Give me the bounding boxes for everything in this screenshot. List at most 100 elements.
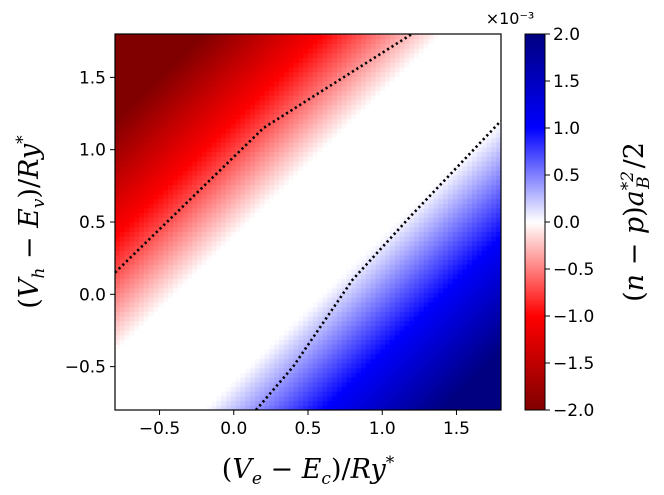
heatmap-cell (293, 367, 299, 373)
heatmap-cell (264, 85, 270, 91)
heatmap-cell (332, 175, 338, 181)
heatmap-cell (240, 330, 246, 336)
heatmap-cell (375, 254, 381, 261)
heatmap-cell (279, 254, 285, 261)
heatmap-cell (168, 391, 174, 397)
heatmap-cell (293, 95, 299, 101)
heatmap-cell (312, 259, 319, 265)
heatmap-cell (380, 240, 386, 247)
heatmap-cell (380, 217, 386, 223)
heatmap-cell (298, 372, 304, 378)
heatmap-cell (356, 287, 362, 294)
heatmap-cell (341, 395, 348, 402)
heatmap-cell (264, 38, 270, 44)
heatmap-cell (129, 278, 135, 284)
heatmap-cell (394, 273, 401, 279)
heatmap-cell (404, 386, 410, 392)
heatmap-cell (221, 400, 227, 406)
heatmap-cell (124, 85, 131, 91)
heatmap-cell (182, 391, 188, 397)
heatmap-cell (399, 344, 406, 350)
heatmap-cell (279, 278, 285, 284)
heatmap-cell (279, 316, 285, 322)
heatmap-cell (115, 301, 121, 308)
heatmap-cell (211, 165, 217, 171)
heatmap-cell (148, 76, 155, 82)
heatmap-cell (240, 207, 246, 214)
heatmap-cell (163, 212, 169, 218)
heatmap-cell (414, 325, 420, 331)
heatmap-cell (279, 95, 285, 101)
heatmap-cell (298, 212, 304, 218)
heatmap-cell (221, 358, 227, 364)
heatmap-cell (153, 391, 160, 397)
heatmap-cell (187, 278, 193, 284)
heatmap-cell (197, 146, 203, 153)
heatmap-cell (163, 62, 169, 68)
heatmap-cell (394, 128, 401, 134)
heatmap-cell (298, 179, 304, 185)
heatmap-cell (264, 226, 270, 232)
heatmap-cell (230, 391, 237, 397)
heatmap-cell (172, 170, 179, 176)
heatmap-cell (254, 90, 261, 96)
heatmap-cell (158, 363, 164, 369)
heatmap-cell (414, 236, 420, 242)
heatmap-cell (394, 132, 401, 138)
heatmap-cell (163, 250, 169, 256)
heatmap-cell (245, 240, 251, 247)
heatmap-cell (274, 236, 280, 242)
heatmap-cell (235, 34, 242, 40)
heatmap-cell (346, 292, 353, 298)
heatmap-cell (269, 71, 275, 77)
heatmap-cell (336, 259, 343, 265)
heatmap-cell (303, 104, 309, 110)
heatmap-cell (298, 395, 304, 402)
heatmap-cell (303, 358, 309, 364)
heatmap-cell (269, 254, 275, 261)
heatmap-cell (192, 123, 198, 129)
heatmap-cell (298, 137, 304, 143)
heatmap-cell (298, 320, 304, 326)
heatmap-cell (303, 179, 309, 185)
heatmap-cell (274, 400, 280, 406)
heatmap-cell (235, 236, 242, 242)
heatmap-cell (240, 104, 246, 110)
heatmap-cell (351, 142, 357, 148)
heatmap-cell (288, 391, 295, 397)
heatmap-cell (404, 367, 410, 373)
heatmap-cell (365, 109, 372, 115)
heatmap-cell (221, 283, 227, 289)
heatmap-cell (264, 273, 270, 279)
heatmap-cell (351, 353, 357, 359)
heatmap-cell (322, 170, 328, 176)
heatmap-cell (119, 325, 126, 331)
heatmap-cell (134, 160, 140, 167)
heatmap-cell (336, 175, 343, 181)
heatmap-cell (269, 330, 275, 336)
heatmap-cell (269, 81, 275, 87)
heatmap-cell (293, 62, 299, 68)
heatmap-cell (177, 344, 184, 350)
heatmap-cell (336, 217, 343, 223)
heatmap-cell (119, 231, 126, 237)
heatmap-cell (129, 363, 135, 369)
heatmap-cell (187, 377, 193, 383)
heatmap-cell (177, 377, 184, 383)
heatmap-cell (177, 123, 184, 129)
heatmap-cell (201, 320, 208, 326)
heatmap-cell (250, 52, 256, 59)
heatmap-cell (235, 184, 242, 190)
heatmap-cell (129, 146, 135, 153)
heatmap-cell (322, 236, 328, 242)
heatmap-cell (293, 283, 299, 289)
heatmap-cell (375, 109, 381, 115)
heatmap-cell (134, 95, 140, 101)
heatmap-cell (274, 344, 280, 350)
heatmap-cell (317, 43, 324, 49)
heatmap-cell (327, 160, 333, 167)
heatmap-cell (254, 231, 261, 237)
heatmap-cell (327, 118, 333, 124)
heatmap-cell (404, 142, 410, 148)
heatmap-cell (346, 311, 353, 317)
